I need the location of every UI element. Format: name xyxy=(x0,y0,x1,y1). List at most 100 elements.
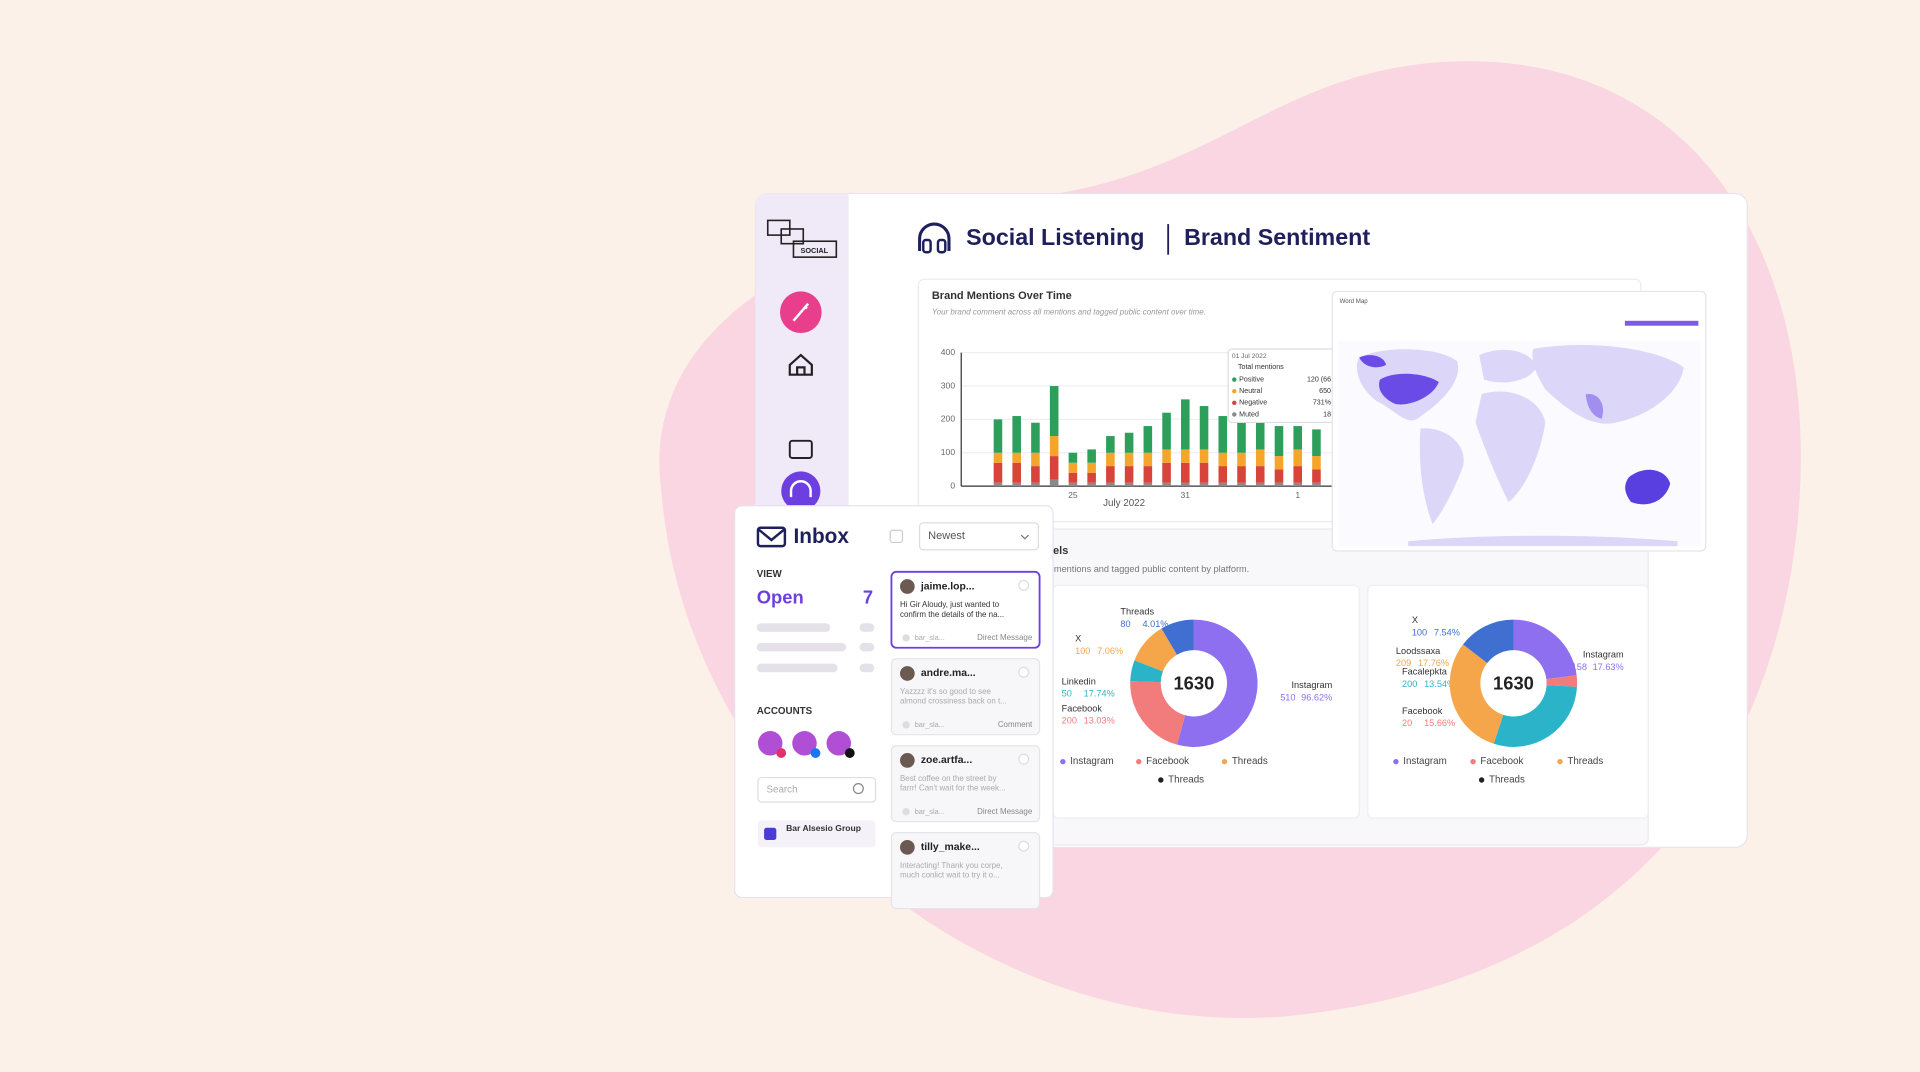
message-account: bar_sla... xyxy=(915,807,945,816)
donut-hole xyxy=(1160,650,1227,717)
select-all[interactable] xyxy=(889,529,904,544)
bar-segment xyxy=(1274,456,1284,470)
message-status xyxy=(1018,666,1030,678)
y-tick-label: 300 xyxy=(941,380,956,390)
message-text: almond crossiness back on t... xyxy=(900,697,1007,706)
legend-swatch xyxy=(1557,758,1563,765)
y-tick-label: 200 xyxy=(941,414,956,424)
sort-value: Newest xyxy=(928,530,965,542)
bar-segment xyxy=(1012,462,1021,483)
listening-button[interactable] xyxy=(781,471,821,511)
bar-segment xyxy=(1068,472,1078,483)
south-america xyxy=(1419,428,1464,525)
tooltip-label: Neutral xyxy=(1239,387,1262,395)
bar-segment xyxy=(1218,482,1228,487)
account-avatar[interactable] xyxy=(757,731,783,756)
bar-segment xyxy=(1218,466,1228,483)
legend-swatch xyxy=(1136,758,1142,765)
bar-segment xyxy=(1293,449,1303,467)
legend-swatch xyxy=(1158,777,1164,783)
donut-value: 50 xyxy=(1062,689,1072,699)
message-card[interactable] xyxy=(890,658,1041,736)
bar-segment xyxy=(1012,452,1021,463)
x-tick-label: 1 xyxy=(1295,490,1300,500)
legend-label: Facebook xyxy=(1480,756,1523,767)
page-subtitle: Brand Sentiment xyxy=(1184,224,1370,250)
tooltip-date: 01 Jul 2022 xyxy=(1232,353,1267,360)
y-tick-label: 100 xyxy=(941,447,956,457)
tooltip-swatch xyxy=(1232,412,1237,417)
bar-segment xyxy=(1237,409,1246,453)
legend-swatch xyxy=(1393,758,1399,765)
bar-segment xyxy=(993,419,1003,453)
donut-segment xyxy=(1134,628,1178,672)
donut-value: 209 xyxy=(1396,658,1411,668)
bar-segment xyxy=(1181,399,1190,450)
logo-text: SOCIAL xyxy=(800,246,828,255)
message-card[interactable] xyxy=(890,832,1041,910)
account-avatar[interactable] xyxy=(792,731,817,756)
bar-segment xyxy=(1106,452,1115,467)
india xyxy=(1585,393,1604,419)
y-tick-label: 0 xyxy=(950,480,955,490)
message-account-icon xyxy=(902,721,910,729)
australia xyxy=(1625,469,1671,505)
bar-segment xyxy=(1068,462,1078,473)
donut-segment xyxy=(1513,619,1577,680)
home-icon[interactable] xyxy=(788,353,813,376)
bar-segment xyxy=(1031,422,1040,453)
message-kind: Direct Message xyxy=(977,633,1033,642)
bar-segment xyxy=(1087,482,1096,487)
message-account-icon xyxy=(902,808,910,816)
bar-segment xyxy=(1143,466,1153,483)
message-avatar xyxy=(900,579,915,594)
bar-segment xyxy=(1106,482,1115,487)
message-card[interactable] xyxy=(890,570,1041,649)
donut-value: 200 xyxy=(1402,679,1417,689)
alaska xyxy=(1359,355,1387,368)
message-avatar xyxy=(900,840,915,855)
donut-share: 96.62% xyxy=(1301,692,1332,702)
message-avatar xyxy=(900,753,915,768)
account-avatar[interactable] xyxy=(826,731,852,756)
donut-label: Linkedin xyxy=(1062,676,1096,686)
message-card[interactable] xyxy=(890,745,1041,823)
search-box[interactable] xyxy=(757,776,877,803)
donut-label: Instagram xyxy=(1583,650,1624,660)
sort-dropdown[interactable] xyxy=(918,522,1039,551)
bar-segment xyxy=(1087,449,1096,463)
legend-label: Instagram xyxy=(1403,756,1447,767)
donut-segment xyxy=(1177,619,1258,747)
message-user: jaime.lop... xyxy=(920,581,975,592)
bar-segment xyxy=(1124,452,1134,467)
bar-segment xyxy=(1293,426,1303,450)
bar-segment xyxy=(1162,412,1171,450)
legend-swatch xyxy=(1221,758,1228,765)
bar-segment xyxy=(1162,462,1171,483)
map-scale xyxy=(1624,320,1699,326)
legend-label: Threads xyxy=(1168,775,1204,786)
message-text: Best coffee on the street by xyxy=(900,774,997,783)
donut-label: Instagram xyxy=(1291,680,1332,690)
group-filter[interactable] xyxy=(757,820,876,848)
bar-segment xyxy=(993,462,1003,483)
message-account-icon xyxy=(902,634,910,642)
bar-segment xyxy=(1068,452,1078,463)
logo: SOCIAL xyxy=(766,219,838,258)
chart-title: Brand Mentions Over Time xyxy=(932,290,1072,302)
message-user: zoe.artfa... xyxy=(921,755,973,766)
donut-value: 158 xyxy=(1572,662,1587,672)
message-status xyxy=(1018,579,1030,591)
message-user: andre.ma... xyxy=(921,668,976,679)
group-checkbox[interactable] xyxy=(764,827,777,841)
donut-label: X xyxy=(1075,634,1081,644)
x-tick-label: 25 xyxy=(1068,490,1078,500)
bar-segment xyxy=(1255,422,1265,450)
tooltip-label: Muted xyxy=(1239,410,1259,418)
message-text: much conlict wait to try it o... xyxy=(900,871,1000,880)
reports-icon[interactable] xyxy=(788,439,813,459)
donut-share: 17.63% xyxy=(1593,662,1624,672)
legend-label: Facebook xyxy=(1146,756,1189,767)
message-account: bar_sla... xyxy=(915,720,945,729)
